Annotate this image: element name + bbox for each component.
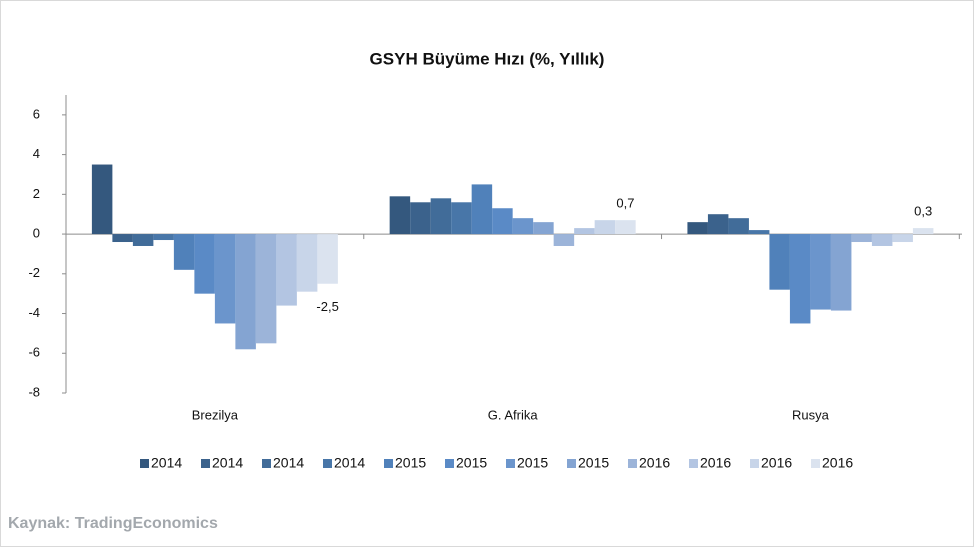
legend-label: 2016 bbox=[700, 455, 731, 471]
bar bbox=[153, 234, 174, 241]
bar bbox=[451, 202, 472, 235]
y-tick-label: 0 bbox=[33, 226, 40, 241]
bar bbox=[615, 220, 636, 235]
legend-swatch bbox=[445, 459, 454, 468]
bar bbox=[707, 214, 729, 235]
bar bbox=[235, 234, 256, 350]
bar bbox=[769, 234, 790, 290]
legend-swatch bbox=[140, 459, 149, 468]
bar bbox=[574, 228, 595, 235]
legend-label: 2016 bbox=[639, 455, 670, 471]
legend-label: 2015 bbox=[517, 455, 548, 471]
legend-swatch bbox=[689, 459, 698, 468]
bar bbox=[410, 202, 431, 235]
data-label: 0,3 bbox=[914, 204, 932, 219]
chart-title: GSYH Büyüme Hızı (%, Yıllık) bbox=[370, 49, 605, 68]
x-tick-label: G. Afrika bbox=[488, 407, 539, 422]
bar bbox=[687, 222, 708, 235]
legend-swatch bbox=[262, 459, 271, 468]
legend-label: 2015 bbox=[578, 455, 609, 471]
bar bbox=[389, 196, 411, 235]
bar bbox=[91, 164, 113, 235]
bar bbox=[912, 228, 934, 235]
legend-swatch bbox=[567, 459, 576, 468]
bar bbox=[594, 220, 616, 235]
y-tick-label: -8 bbox=[28, 384, 40, 399]
bar bbox=[471, 184, 493, 235]
bar bbox=[194, 234, 215, 294]
bar bbox=[851, 234, 872, 243]
bar bbox=[276, 234, 297, 306]
x-tick-label: Brezilya bbox=[192, 407, 239, 422]
bar bbox=[892, 234, 913, 243]
bar bbox=[492, 208, 513, 235]
legend-swatch bbox=[384, 459, 393, 468]
bar bbox=[112, 234, 133, 243]
y-tick-label: -6 bbox=[28, 345, 40, 360]
legend-swatch bbox=[628, 459, 637, 468]
bar bbox=[830, 234, 852, 311]
y-tick-label: 4 bbox=[33, 146, 40, 161]
source: Kaynak: TradingEconomics bbox=[8, 515, 218, 532]
bar bbox=[317, 234, 338, 284]
legend-swatch bbox=[323, 459, 332, 468]
legend-swatch bbox=[750, 459, 759, 468]
bar bbox=[512, 218, 534, 235]
bar bbox=[810, 234, 831, 310]
y-tick-label: -2 bbox=[28, 265, 40, 280]
bar bbox=[214, 234, 236, 324]
bar bbox=[132, 234, 154, 246]
bar bbox=[173, 234, 195, 270]
bar bbox=[728, 218, 749, 235]
legend-label: 2016 bbox=[761, 455, 792, 471]
legend-label: 2014 bbox=[273, 455, 304, 471]
bar bbox=[296, 234, 318, 292]
bar bbox=[553, 234, 575, 246]
legend-label: 2014 bbox=[151, 455, 182, 471]
y-tick-label: 6 bbox=[33, 106, 40, 121]
legend-label: 2015 bbox=[395, 455, 426, 471]
data-label: -2,5 bbox=[316, 299, 338, 314]
legend-label: 2014 bbox=[334, 455, 365, 471]
y-tick-label: 2 bbox=[33, 186, 40, 201]
bar bbox=[748, 230, 770, 235]
legend-swatch bbox=[811, 459, 820, 468]
bar bbox=[789, 234, 811, 324]
bar bbox=[871, 234, 893, 246]
legend-swatch bbox=[506, 459, 515, 468]
y-tick-label: -4 bbox=[28, 305, 40, 320]
legend-label: 2016 bbox=[822, 455, 853, 471]
bar bbox=[255, 234, 277, 344]
legend-swatch bbox=[201, 459, 210, 468]
bar bbox=[430, 198, 452, 235]
legend-label: 2014 bbox=[212, 455, 243, 471]
data-label: 0,7 bbox=[616, 196, 634, 211]
legend-label: 2015 bbox=[456, 455, 487, 471]
x-tick-label: Rusya bbox=[792, 407, 830, 422]
bar bbox=[533, 222, 554, 235]
